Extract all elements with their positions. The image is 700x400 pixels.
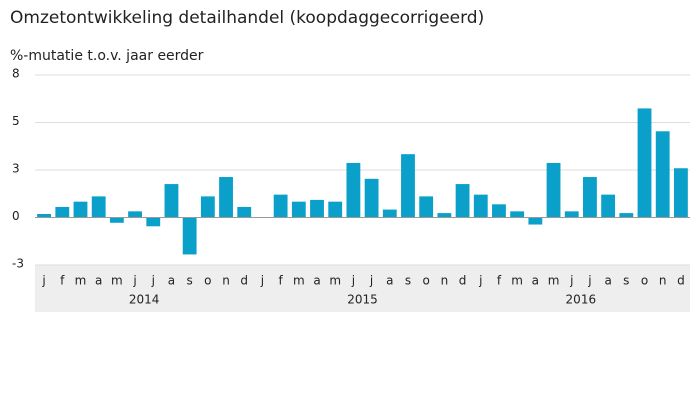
x-tick-label: m	[75, 274, 87, 288]
x-tick-label: d	[240, 274, 248, 288]
x-tick-label: m	[548, 274, 560, 288]
x-tick-label: n	[659, 274, 667, 288]
bar	[291, 201, 306, 218]
bar	[546, 162, 561, 218]
bar	[55, 206, 70, 218]
x-tick-label: m	[329, 274, 341, 288]
x-tick-label: j	[587, 274, 591, 288]
x-tick-label: a	[168, 274, 175, 288]
x-tick-label: m	[293, 274, 305, 288]
x-tick-label: f	[497, 274, 502, 288]
year-label: 2016	[566, 293, 597, 307]
x-tick-label: o	[641, 274, 648, 288]
bar	[673, 168, 688, 218]
bar	[128, 211, 142, 218]
bar	[146, 217, 161, 227]
y-tick-label: 5	[12, 114, 20, 128]
bar	[109, 217, 124, 223]
x-tick-label: m	[511, 274, 523, 288]
x-tick-label: a	[532, 274, 539, 288]
bar	[219, 177, 233, 218]
bar	[273, 194, 288, 218]
bar	[437, 213, 452, 218]
bar	[164, 184, 179, 218]
x-tick-label: s	[187, 274, 193, 288]
x-tick-label: d	[677, 274, 685, 288]
bar	[200, 196, 215, 218]
bar	[401, 154, 415, 218]
x-tick-label: a	[386, 274, 393, 288]
bar	[364, 178, 379, 218]
x-tick-label: d	[459, 274, 467, 288]
x-tick-label: j	[569, 274, 573, 288]
bar	[382, 209, 397, 218]
year-label: 2015	[347, 293, 378, 307]
y-tick-label: 3	[12, 162, 20, 176]
x-tick-label: j	[260, 274, 264, 288]
bar	[473, 194, 488, 218]
x-tick-label: o	[204, 274, 211, 288]
y-tick-label: 8	[12, 67, 20, 81]
x-tick-label: a	[604, 274, 611, 288]
bar	[528, 217, 543, 225]
x-tick-label: s	[405, 274, 411, 288]
y-tick-label: 0	[12, 209, 20, 223]
bar	[455, 184, 470, 218]
x-tick-label: n	[222, 274, 230, 288]
bar	[601, 194, 616, 218]
chart-subtitle: %-mutatie t.o.v. jaar eerder	[10, 48, 204, 64]
x-tick-label: f	[60, 274, 65, 288]
x-tick-label: a	[313, 274, 320, 288]
x-tick-label: j	[351, 274, 355, 288]
bar	[237, 206, 252, 218]
x-tick-label: f	[279, 274, 284, 288]
x-tick-label: m	[111, 274, 123, 288]
x-tick-label: j	[478, 274, 482, 288]
bar	[637, 108, 652, 218]
bar	[182, 217, 197, 255]
x-axis-band	[35, 265, 690, 312]
bar	[510, 211, 525, 218]
bar	[583, 177, 597, 218]
chart-title: Omzetontwikkeling detailhandel (koopdagg…	[10, 8, 484, 28]
x-tick-label: j	[41, 274, 45, 288]
bar	[328, 201, 343, 218]
bar	[310, 199, 324, 218]
bar	[73, 201, 88, 218]
x-tick-label: j	[369, 274, 373, 288]
bar	[346, 162, 361, 218]
bar	[619, 213, 634, 218]
bar	[37, 213, 52, 218]
bar	[655, 131, 670, 218]
x-tick-label: j	[132, 274, 136, 288]
bar	[492, 204, 506, 218]
bar	[419, 196, 434, 218]
bar	[564, 211, 579, 218]
year-label: 2014	[129, 293, 160, 307]
x-tick-label: s	[623, 274, 629, 288]
x-tick-label: j	[151, 274, 155, 288]
x-tick-label: a	[95, 274, 102, 288]
y-tick-label: -3	[12, 257, 24, 271]
bar	[91, 196, 106, 218]
x-tick-label: n	[441, 274, 449, 288]
x-tick-label: o	[423, 274, 430, 288]
